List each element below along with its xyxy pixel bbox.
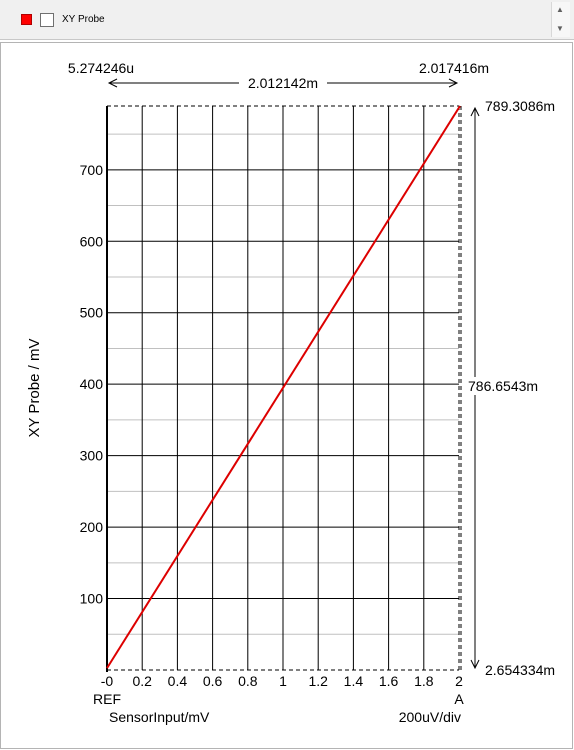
y-tick-label: 200 bbox=[80, 519, 104, 535]
y-tick-label: 300 bbox=[80, 448, 104, 464]
y-delta-label-bg bbox=[465, 377, 561, 395]
y-tick-label: 700 bbox=[80, 162, 104, 178]
legend-toolbar: XY Probe ▲ ▼ bbox=[0, 0, 574, 40]
labels: 100 200 300 400 500 600 700 -0 0.2 0.4 0.6 0.8 1 1.2 1… bbox=[26, 60, 561, 725]
cursor-x-a-value: 2.017416m bbox=[419, 60, 489, 76]
cursor-y-a-value: 789.3086m bbox=[485, 98, 555, 114]
chevron-down-icon[interactable]: ▼ bbox=[556, 24, 564, 33]
x-scale-label: 200uV/div bbox=[399, 709, 461, 725]
grid bbox=[107, 106, 459, 670]
x-axis-title: SensorInput/mV bbox=[109, 709, 210, 725]
x-delta-arrowhead-left bbox=[107, 78, 118, 88]
cursors bbox=[107, 78, 480, 671]
x-tick-label: 0.2 bbox=[132, 673, 152, 689]
y-tick-label: 400 bbox=[80, 376, 104, 392]
series-color-swatch[interactable] bbox=[21, 14, 32, 25]
x-tick-label: 0.8 bbox=[238, 673, 258, 689]
a-label: A bbox=[454, 691, 464, 707]
y-tick-label: 500 bbox=[80, 305, 104, 321]
series-layer bbox=[106, 105, 461, 669]
x-tick-label: 1.2 bbox=[308, 673, 328, 689]
x-delta-label-bg bbox=[239, 74, 327, 90]
cursor-x-ref-value: 5.274246u bbox=[68, 60, 134, 76]
cursor-x-delta-value: 2.012142m bbox=[248, 75, 318, 91]
cursor-y-delta-value: 786.6543m bbox=[468, 378, 538, 394]
y-delta-arrowhead-top bbox=[470, 106, 480, 117]
x-tick-label: 2 bbox=[455, 673, 463, 689]
legend-label: XY Probe bbox=[62, 14, 105, 25]
series-visibility-checkbox[interactable] bbox=[40, 13, 54, 27]
y-delta-arrowhead-bottom bbox=[470, 659, 480, 670]
cursor-y-ref-value: 2.654334m bbox=[485, 662, 555, 678]
legend-scrollbar[interactable]: ▲ ▼ bbox=[551, 2, 570, 37]
x-tick-label: 0.6 bbox=[203, 673, 223, 689]
chevron-up-icon[interactable]: ▲ bbox=[556, 5, 564, 14]
x-tick-label: -0 bbox=[101, 673, 114, 689]
x-delta-arrowhead-right bbox=[448, 78, 459, 88]
y-axis-title: XY Probe / mV bbox=[26, 339, 43, 438]
y-tick-label: 600 bbox=[80, 233, 104, 249]
plot-area: 100 200 300 400 500 600 700 -0 0.2 0.4 0.6 0.8 1 1.2 1… bbox=[0, 42, 573, 749]
series-line-0 bbox=[106, 105, 461, 669]
y-tick-label: 100 bbox=[80, 591, 104, 607]
xy-chart: 100 200 300 400 500 600 700 -0 0.2 0.4 0.6 0.8 1 1.2 1… bbox=[26, 60, 561, 725]
x-tick-label: 1.4 bbox=[344, 673, 364, 689]
x-tick-label: 1.8 bbox=[414, 673, 434, 689]
x-tick-label: 1 bbox=[279, 673, 287, 689]
x-tick-label: 0.4 bbox=[168, 673, 188, 689]
ref-label: REF bbox=[93, 691, 121, 707]
x-tick-label: 1.6 bbox=[379, 673, 399, 689]
